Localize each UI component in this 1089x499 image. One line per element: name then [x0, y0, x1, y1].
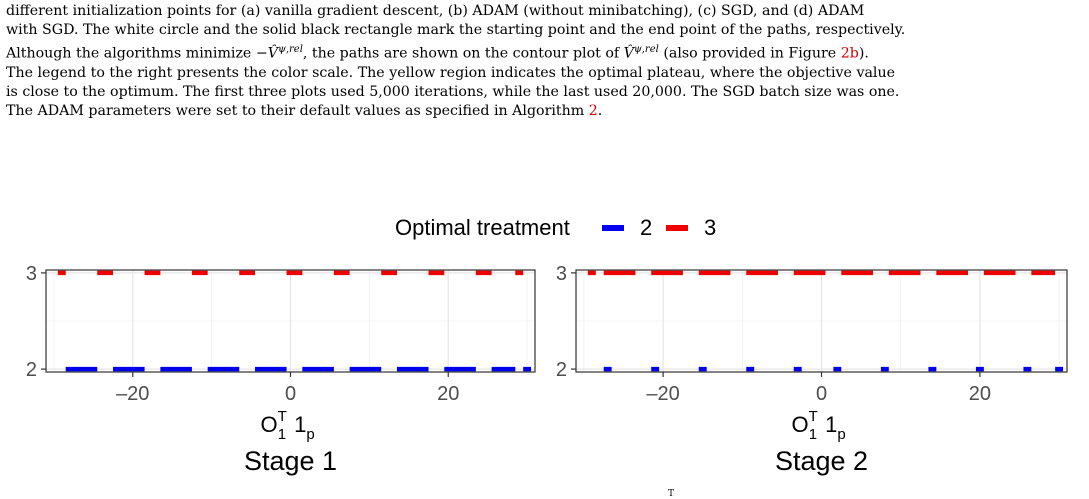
legend-title: Optimal treatment — [395, 215, 570, 240]
figure-ref-link[interactable]: 2b — [840, 45, 859, 62]
x-axis-label-sub: 1 — [809, 426, 817, 443]
y-tick-label: 3 — [556, 263, 567, 285]
panel-title: Stage 2 — [775, 446, 868, 476]
caption-text: . — [597, 102, 603, 119]
algorithm-ref-link[interactable]: 2 — [588, 102, 598, 119]
caption-line: is close to the optimum. The first three… — [6, 83, 900, 100]
x-tick-label: –20 — [116, 383, 149, 405]
figure-caption: different initialization points for (a) … — [6, 2, 1084, 121]
math-superscript: ψ,rel — [633, 44, 659, 55]
legend-swatch-3 — [666, 225, 688, 231]
legend-label-2: 2 — [640, 215, 652, 240]
x-axis-label-base: O — [792, 412, 809, 437]
y-tick-label: 2 — [556, 359, 567, 381]
x-tick-label: 0 — [285, 383, 296, 405]
caption-text: (also provided in Figure — [658, 45, 841, 62]
x-axis-label: OT 1 1p — [261, 408, 315, 443]
x-axis-label-sup: T — [278, 408, 287, 425]
x-axis-label-base: O — [261, 412, 278, 437]
y-tick-label: 3 — [26, 263, 37, 285]
x-tick-label: 20 — [437, 383, 459, 405]
math-neg-v-hat: −V̂ — [255, 45, 278, 62]
caption-line: different initialization points for (a) … — [6, 3, 865, 19]
legend: Optimal treatment 2 3 — [395, 215, 716, 240]
caption-line: The ADAM parameters were set to their de… — [6, 102, 1084, 121]
math-v-hat: V̂ — [623, 45, 634, 62]
x-tick-label: 20 — [969, 383, 991, 405]
x-tick-label: –20 — [646, 383, 679, 405]
x-tick-label: 0 — [816, 383, 827, 405]
x-axis-label-tail: 1 — [294, 412, 306, 437]
legend-label-3: 3 — [704, 215, 716, 240]
x-axis-label-sup: T — [809, 408, 818, 425]
x-axis-label-sub: 1 — [278, 426, 286, 443]
caption-text: ). — [858, 45, 869, 62]
caption-line: Although the algorithms minimize −V̂ψ,re… — [6, 40, 1084, 64]
panel-title: Stage 1 — [244, 446, 337, 476]
caption-text: , the paths are shown on the contour plo… — [302, 45, 620, 62]
caption-text: Although the algorithms minimize — [6, 45, 252, 62]
math-superscript: ψ,rel — [277, 44, 303, 55]
caption-line: The legend to the right presents the col… — [6, 64, 895, 81]
legend-swatch-2 — [602, 225, 624, 231]
x-axis-label: OT 1 1p — [792, 408, 846, 443]
caption-text: The ADAM parameters were set to their de… — [6, 102, 589, 119]
bottom-text-fragment: T — [668, 489, 674, 499]
x-axis-label-tail: 1 — [825, 412, 837, 437]
x-axis-label-tail-sub: p — [837, 426, 845, 443]
caption-line: with SGD. The white circle and the solid… — [6, 22, 906, 38]
y-tick-label: 2 — [26, 359, 37, 381]
x-axis-label-tail-sub: p — [306, 426, 314, 443]
